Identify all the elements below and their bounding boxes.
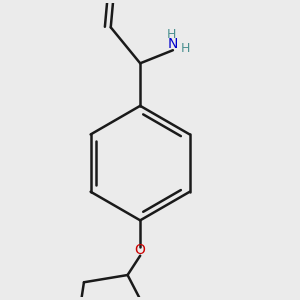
Text: N: N bbox=[168, 37, 178, 51]
Text: H: H bbox=[181, 42, 190, 55]
Text: O: O bbox=[135, 243, 146, 257]
Text: H: H bbox=[167, 28, 176, 41]
